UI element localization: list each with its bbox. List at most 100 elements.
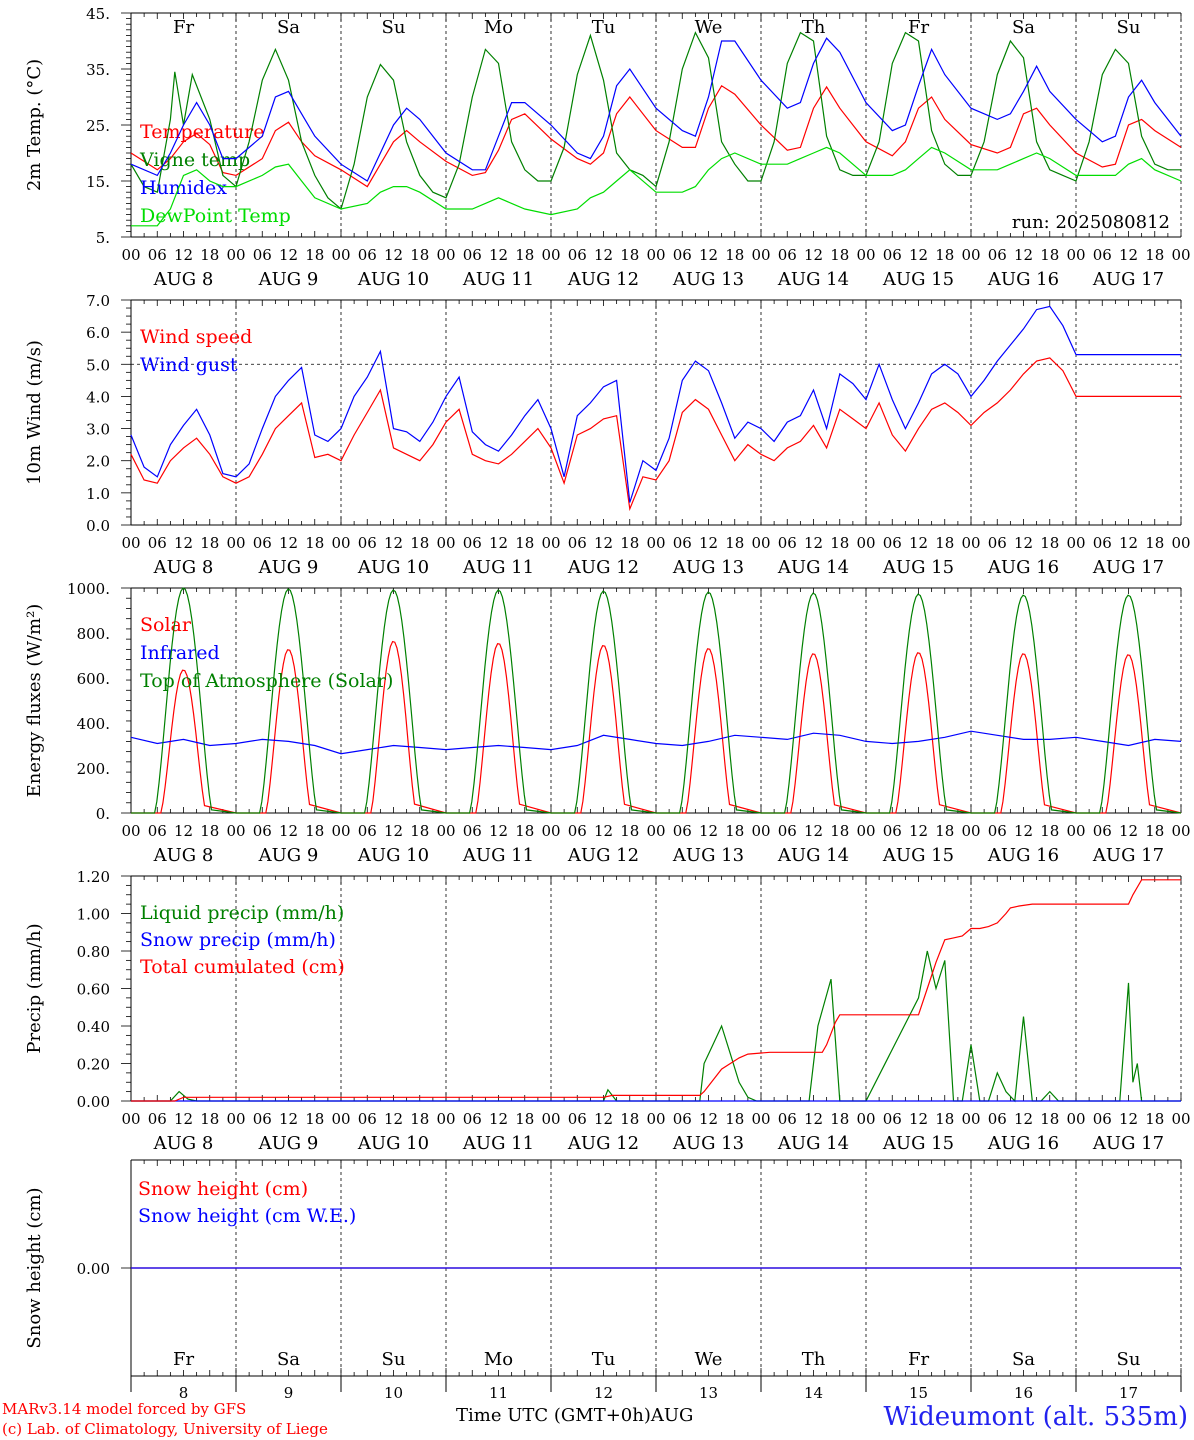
hour-label: 06 bbox=[148, 1110, 167, 1128]
hour-label: 06 bbox=[568, 246, 587, 264]
hour-label: 06 bbox=[883, 1110, 902, 1128]
hour-label: 18 bbox=[305, 822, 324, 840]
hour-label: 00 bbox=[226, 246, 245, 264]
y-tick-label: 1000. bbox=[67, 580, 110, 598]
hour-label: 12 bbox=[804, 1110, 823, 1128]
hour-label: 00 bbox=[1171, 1110, 1190, 1128]
hour-label: 18 bbox=[935, 534, 954, 552]
hour-label: 18 bbox=[830, 534, 849, 552]
hour-label: 00 bbox=[1171, 534, 1190, 552]
hour-label: 12 bbox=[174, 246, 193, 264]
date-label: AUG 17 bbox=[1092, 845, 1164, 866]
date-label: AUG 13 bbox=[672, 845, 744, 866]
hour-label: 06 bbox=[568, 822, 587, 840]
hour-label: 18 bbox=[1040, 1110, 1059, 1128]
hour-label: 12 bbox=[384, 822, 403, 840]
hour-label: 18 bbox=[305, 246, 324, 264]
legend-entry: Snow height (cm W.E.) bbox=[138, 1205, 356, 1227]
hour-label: 06 bbox=[148, 246, 167, 264]
date-label: AUG 12 bbox=[567, 269, 639, 290]
hour-label: 06 bbox=[883, 534, 902, 552]
date-label: AUG 15 bbox=[882, 269, 954, 290]
date-label: AUG 13 bbox=[672, 269, 744, 290]
date-label: AUG 8 bbox=[153, 1133, 214, 1154]
date-label: AUG 9 bbox=[258, 269, 319, 290]
hour-label: 00 bbox=[751, 534, 770, 552]
hour-label: 12 bbox=[174, 534, 193, 552]
hour-label: 18 bbox=[200, 822, 219, 840]
hour-label: 06 bbox=[883, 822, 902, 840]
hour-label: 18 bbox=[1040, 246, 1059, 264]
date-label: AUG 14 bbox=[777, 269, 849, 290]
hour-label: 18 bbox=[200, 534, 219, 552]
date-label: AUG 12 bbox=[567, 557, 639, 578]
station-title: Wideumont (alt. 535m) bbox=[883, 1402, 1188, 1432]
hour-label: 06 bbox=[358, 822, 377, 840]
day-name: Tu bbox=[592, 17, 616, 38]
hour-label: 06 bbox=[253, 534, 272, 552]
hour-label: 06 bbox=[778, 246, 797, 264]
hour-label: 00 bbox=[226, 534, 245, 552]
date-label: AUG 12 bbox=[567, 1133, 639, 1154]
day-number: 11 bbox=[489, 1384, 508, 1402]
series-line-humidex bbox=[130, 37, 1182, 182]
y-axis-label: Snow height (cm) bbox=[24, 1187, 45, 1348]
hour-label: 18 bbox=[620, 822, 639, 840]
hour-label: 00 bbox=[436, 822, 455, 840]
hour-label: 18 bbox=[725, 246, 744, 264]
panel-2: 0.0 1.0 2.0 3.0 4.0 5.0 6.0 7.0 10m Wind (m/s) 00… bbox=[24, 292, 1191, 578]
date-label: AUG 11 bbox=[462, 557, 534, 578]
date-label: AUG 14 bbox=[777, 557, 849, 578]
hour-label: 06 bbox=[253, 822, 272, 840]
hour-label: 18 bbox=[515, 1110, 534, 1128]
hour-label: 06 bbox=[1093, 534, 1112, 552]
hour-label: 00 bbox=[541, 534, 560, 552]
y-tick-label: 0.00 bbox=[77, 1260, 110, 1278]
hour-label: 00 bbox=[961, 534, 980, 552]
hour-label: 00 bbox=[1171, 822, 1190, 840]
hour-label: 12 bbox=[594, 1110, 613, 1128]
hour-label: 12 bbox=[384, 246, 403, 264]
date-label: AUG 16 bbox=[987, 557, 1059, 578]
hour-label: 00 bbox=[541, 1110, 560, 1128]
hour-label: 06 bbox=[253, 246, 272, 264]
date-label: AUG 17 bbox=[1092, 1133, 1164, 1154]
panel-4: 0.00 0.20 0.40 0.60 0.80 1.00 1.20 Precip (mm/h… bbox=[24, 868, 1191, 1154]
hour-label: 18 bbox=[1145, 822, 1164, 840]
y-tick-label: 15. bbox=[86, 173, 110, 191]
hour-label: 18 bbox=[515, 534, 534, 552]
date-label: AUG 9 bbox=[258, 557, 319, 578]
y-axis-label: 10m Wind (m/s) bbox=[24, 340, 45, 485]
hour-label: 06 bbox=[988, 246, 1007, 264]
y-tick-label: 35. bbox=[86, 61, 110, 79]
legend-entry: Snow precip (mm/h) bbox=[140, 929, 336, 951]
hour-label: 00 bbox=[121, 246, 140, 264]
legend-entry: DewPoint Temp bbox=[140, 205, 291, 227]
day-name-bottom: We bbox=[695, 1349, 723, 1370]
hour-label: 12 bbox=[489, 534, 508, 552]
day-number: 17 bbox=[1119, 1384, 1138, 1402]
hour-label: 00 bbox=[856, 1110, 875, 1128]
hour-label: 06 bbox=[988, 1110, 1007, 1128]
y-tick-label: 0.40 bbox=[77, 1018, 110, 1036]
day-number: 13 bbox=[699, 1384, 718, 1402]
hour-label: 18 bbox=[725, 1110, 744, 1128]
hour-label: 00 bbox=[646, 246, 665, 264]
legend-entry: Temperature bbox=[140, 121, 264, 143]
panel-5: 0.00 Snow height (cm) Snow height (cm) Snow… bbox=[24, 1159, 1182, 1377]
hour-label: 18 bbox=[200, 246, 219, 264]
hour-label: 12 bbox=[489, 1110, 508, 1128]
hour-label: 12 bbox=[1014, 822, 1033, 840]
date-label: AUG 9 bbox=[258, 1133, 319, 1154]
series-line-dewpoint-temp bbox=[131, 146, 1182, 227]
hour-label: 18 bbox=[725, 534, 744, 552]
hour-label: 00 bbox=[961, 1110, 980, 1128]
hour-label: 12 bbox=[1014, 1110, 1033, 1128]
date-label: AUG 11 bbox=[462, 1133, 534, 1154]
hour-label: 06 bbox=[778, 822, 797, 840]
y-tick-label: 0.0 bbox=[86, 517, 110, 535]
date-label: AUG 10 bbox=[357, 557, 429, 578]
day-name: Fr bbox=[908, 17, 929, 38]
hour-label: 12 bbox=[909, 246, 928, 264]
